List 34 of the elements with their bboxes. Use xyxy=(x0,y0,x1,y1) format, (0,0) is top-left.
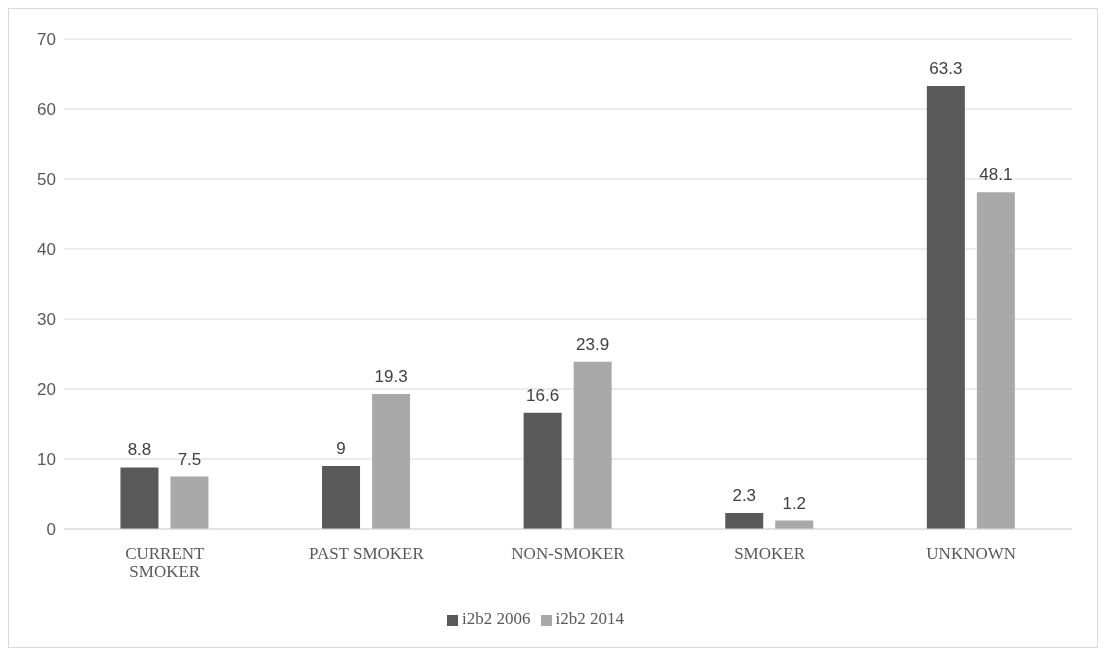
bar xyxy=(976,192,1015,529)
data-label: 16.6 xyxy=(526,385,560,405)
y-tick-label: 0 xyxy=(46,520,56,540)
data-label: 23.9 xyxy=(576,334,610,354)
y-tick-label: 20 xyxy=(37,380,56,400)
y-tick-label: 10 xyxy=(37,450,56,470)
x-tick-label: PAST SMOKER xyxy=(308,543,425,563)
x-tick-label: UNKNOWN xyxy=(926,543,1017,563)
bar xyxy=(926,85,965,529)
bar xyxy=(523,412,562,529)
legend-label: i2b2 2006 xyxy=(462,609,531,628)
data-label: 63.3 xyxy=(929,58,963,78)
data-label: 8.8 xyxy=(127,440,152,460)
data-label: 7.5 xyxy=(177,449,202,469)
bar xyxy=(120,467,159,529)
y-tick-label: 40 xyxy=(37,240,56,260)
x-tick-label: SMOKER xyxy=(734,543,806,563)
bar xyxy=(170,476,209,529)
x-tick-label: CURRENT SMOKER xyxy=(125,543,206,582)
legend-label: i2b2 2014 xyxy=(555,609,624,628)
y-tick-label: 60 xyxy=(37,100,56,120)
y-tick-label: 70 xyxy=(37,30,56,50)
data-label: 2.3 xyxy=(732,485,757,505)
bar xyxy=(725,512,764,529)
data-label: 1.2 xyxy=(782,493,807,513)
data-label: 19.3 xyxy=(374,366,408,386)
bar xyxy=(322,466,361,529)
data-label: 48.1 xyxy=(979,165,1013,185)
data-label: 9 xyxy=(336,439,346,458)
bar xyxy=(372,393,411,529)
y-tick-label: 30 xyxy=(37,310,56,330)
y-tick-label: 50 xyxy=(37,170,56,190)
x-tick-label: NON-SMOKER xyxy=(511,543,626,563)
bar xyxy=(573,361,612,529)
